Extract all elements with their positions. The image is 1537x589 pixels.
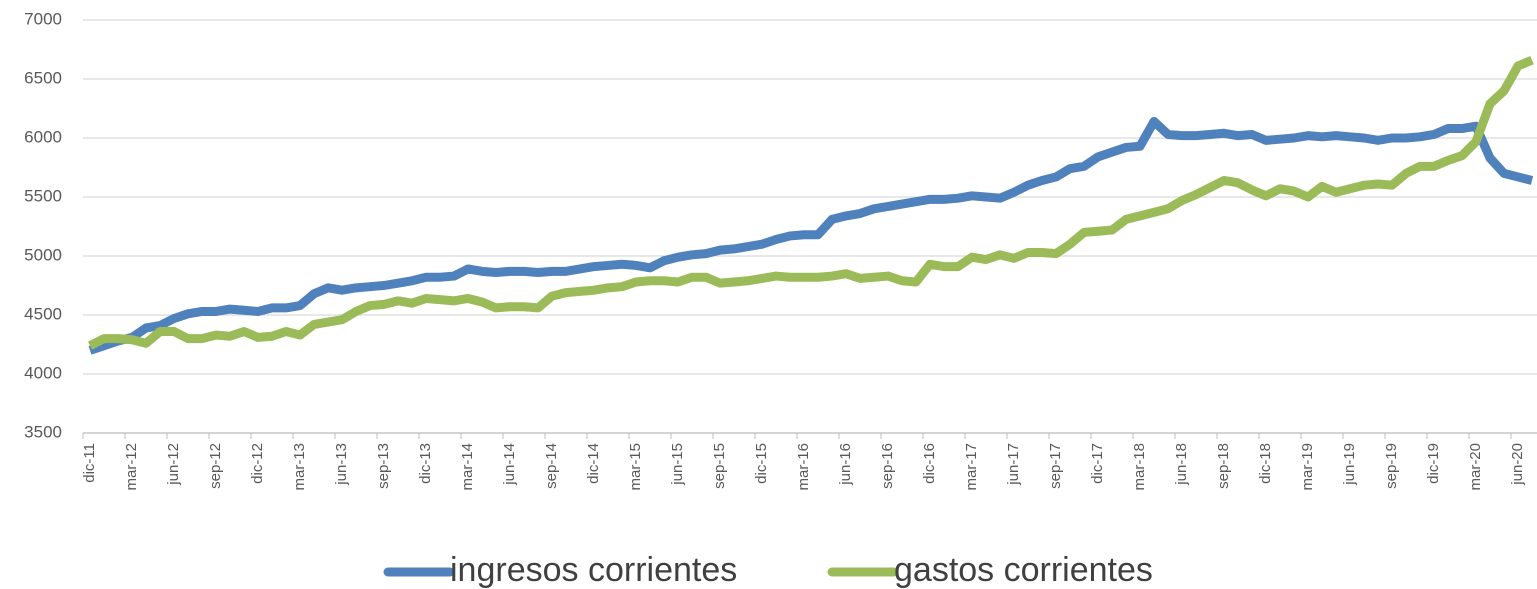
x-tick-label: sep-17 — [1047, 443, 1064, 489]
y-tick-label: 6500 — [24, 68, 62, 87]
x-tick-label: dic-12 — [249, 443, 266, 484]
x-tick-label: mar-18 — [1131, 443, 1148, 491]
x-tick-label: mar-12 — [123, 443, 140, 491]
x-tick-label: mar-15 — [627, 443, 644, 491]
x-tick-label: jun-18 — [1173, 443, 1190, 486]
x-tick-label: dic-18 — [1257, 443, 1274, 484]
x-tick-label: sep-13 — [375, 443, 392, 489]
legend-label: gastos corrientes — [894, 551, 1153, 589]
x-tick-label: jun-14 — [501, 443, 518, 486]
x-tick-label: sep-16 — [879, 443, 896, 489]
legend-label: ingresos corrientes — [450, 551, 737, 589]
x-tick-label: mar-14 — [459, 443, 476, 491]
y-tick-label: 6000 — [24, 127, 62, 146]
x-tick-label: jun-16 — [837, 443, 854, 486]
x-tick-label: jun-20 — [1509, 443, 1526, 486]
x-tick-label: jun-15 — [669, 443, 686, 486]
x-tick-label: sep-12 — [207, 443, 224, 489]
series-line — [87, 55, 1534, 350]
x-tick-label: dic-17 — [1089, 443, 1106, 484]
x-tick-label: mar-19 — [1299, 443, 1316, 491]
x-tick-label: dic-15 — [753, 443, 770, 484]
x-tick-label: mar-17 — [963, 443, 980, 491]
y-tick-label: 5500 — [24, 186, 62, 205]
x-tick-label: dic-16 — [921, 443, 938, 484]
x-tick-label: mar-13 — [291, 443, 308, 491]
series-line — [88, 116, 1534, 355]
x-tick-label: jun-13 — [333, 443, 350, 486]
y-tick-label: 4500 — [24, 304, 62, 323]
x-tick-label: sep-15 — [711, 443, 728, 489]
x-tick-label: sep-18 — [1215, 443, 1232, 489]
x-tick-label: jun-19 — [1341, 443, 1358, 486]
x-tick-label: mar-20 — [1467, 443, 1484, 491]
y-tick-label: 4000 — [24, 363, 62, 382]
y-tick-label: 3500 — [24, 422, 62, 441]
x-tick-label: sep-14 — [543, 443, 560, 489]
x-tick-label: dic-11 — [81, 443, 98, 483]
x-tick-label: mar-16 — [795, 443, 812, 491]
x-tick-label: sep-19 — [1383, 443, 1400, 489]
x-tick-label: dic-13 — [417, 443, 434, 484]
x-tick-label: dic-14 — [585, 443, 602, 484]
x-tick-label: jun-12 — [165, 443, 182, 486]
y-tick-label: 7000 — [24, 9, 62, 28]
y-tick-label: 5000 — [24, 245, 62, 264]
x-tick-label: dic-19 — [1425, 443, 1442, 484]
x-tick-label: jun-17 — [1005, 443, 1022, 486]
